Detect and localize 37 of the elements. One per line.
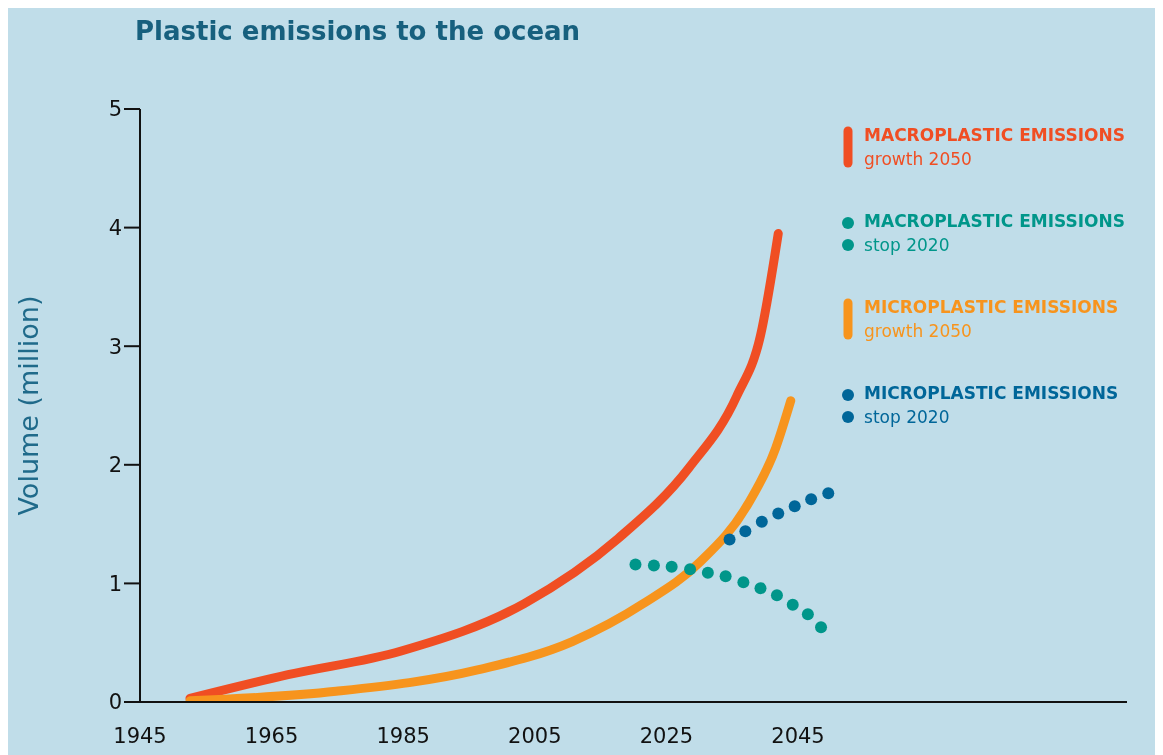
point <box>665 560 678 573</box>
x-tick-label: 1945 <box>113 723 167 748</box>
x-tick-label: 1985 <box>376 723 430 748</box>
x-tick-label: 2005 <box>508 723 562 748</box>
point <box>801 608 814 621</box>
y-tick-label: 2 <box>108 453 122 478</box>
point <box>647 559 660 572</box>
point <box>788 500 801 513</box>
y-tick-label: 3 <box>108 334 122 359</box>
chart-title: Plastic emissions to the ocean <box>135 16 581 46</box>
point <box>739 525 752 538</box>
y-tick-label: 1 <box>108 571 122 596</box>
y-tick-label: 0 <box>108 690 122 715</box>
point <box>815 621 828 634</box>
point <box>723 533 736 546</box>
point <box>805 493 818 506</box>
point <box>719 570 732 583</box>
y-axis-title: Volume (million) <box>12 295 44 516</box>
point <box>755 515 768 528</box>
legend-label: MACROPLASTIC EMISSIONS stop 2020 <box>864 210 1125 257</box>
point <box>737 576 750 589</box>
y-tick-label: 4 <box>108 216 122 241</box>
y-tick-label: 5 <box>108 97 122 122</box>
point <box>754 582 767 595</box>
point <box>684 563 697 576</box>
point <box>822 487 835 500</box>
legend-label: MICROPLASTIC EMISSIONS growth 2050 <box>864 296 1119 343</box>
point <box>701 566 714 579</box>
x-tick-label: 1965 <box>244 723 299 748</box>
point <box>629 558 642 571</box>
x-tick-label: 2045 <box>771 723 825 748</box>
point <box>770 589 783 602</box>
legend-label: MICROPLASTIC EMISSIONS stop 2020 <box>864 382 1119 429</box>
point <box>772 507 785 520</box>
x-tick-label: 2025 <box>639 723 694 748</box>
point <box>786 598 799 611</box>
legend-label: MACROPLASTIC EMISSIONS growth 2050 <box>864 124 1125 171</box>
